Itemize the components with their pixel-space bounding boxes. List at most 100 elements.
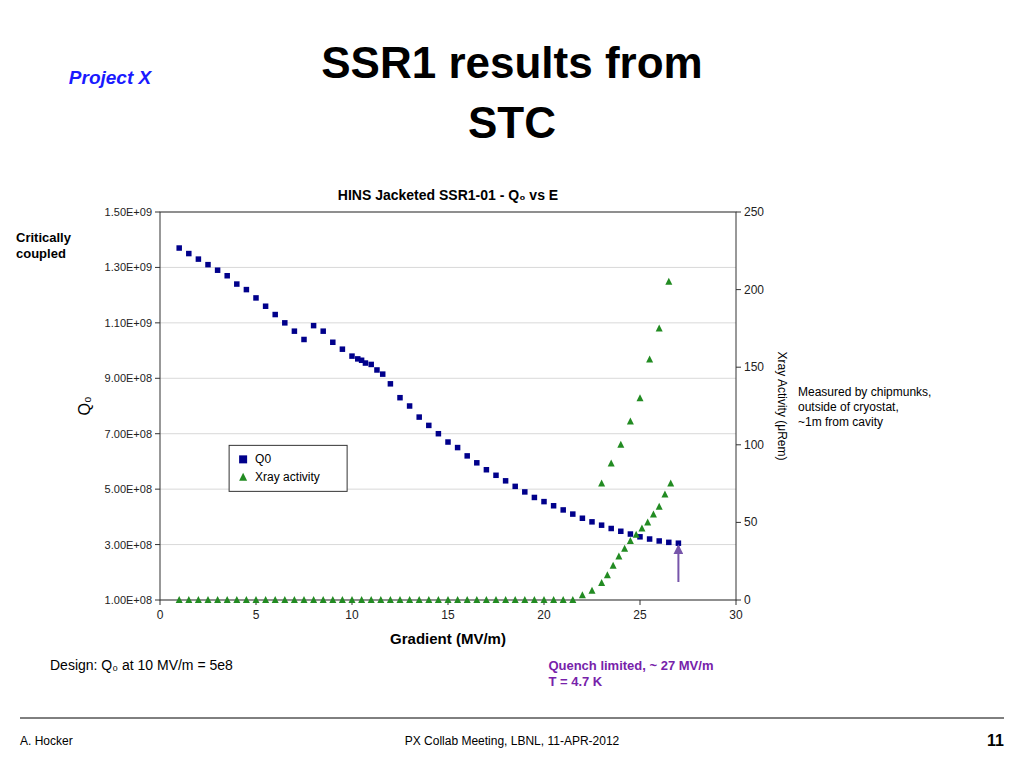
triangle-point [339, 596, 346, 603]
annotation-line: Measured by chipmunks, [798, 385, 931, 399]
quench-arrow [677, 546, 679, 582]
square-point [272, 312, 278, 318]
series-0 [176, 245, 681, 546]
triangle-point [454, 596, 461, 603]
square-point [368, 362, 374, 368]
square-point [186, 251, 192, 256]
square-point [292, 328, 298, 334]
x-axis-label: Gradient (MV/m) [390, 630, 506, 647]
triangle-point [615, 553, 622, 560]
y-tick [155, 322, 160, 323]
y-tick-label: 1.10E+09 [105, 317, 152, 329]
triangle-point [358, 596, 365, 603]
legend-swatch [239, 455, 247, 463]
square-point [215, 267, 221, 273]
triangle-point [621, 545, 628, 552]
triangle-point [502, 596, 509, 603]
triangle-point [473, 596, 480, 603]
y2-tick-label: 0 [744, 593, 751, 607]
triangle-point [349, 596, 356, 603]
square-point [253, 295, 259, 301]
square-point [311, 323, 317, 329]
x-tick-label: 0 [157, 608, 164, 622]
x-tick [640, 600, 641, 605]
triangle-point [598, 579, 605, 586]
y-tick-label: 9.00E+08 [105, 372, 152, 384]
triangle-point [667, 480, 674, 487]
triangle-point [272, 596, 279, 603]
y-tick [155, 433, 160, 434]
y2-axis-label: Xray Activity (μRem) [775, 352, 789, 461]
triangle-point [633, 531, 640, 538]
legend: Q0Xray activity [229, 445, 347, 491]
triangle-point [406, 596, 413, 603]
annotation: Quench limited, ~ 27 MV/mT = 4.7 K [548, 658, 713, 689]
grid-line [160, 322, 736, 323]
triangle-point [425, 596, 432, 603]
grid-line [160, 378, 736, 379]
triangle-point [377, 596, 384, 603]
triangle-point [627, 417, 634, 424]
plot-marks [176, 245, 681, 603]
square-point [205, 262, 211, 268]
annotation-line: T = 4.7 K [548, 674, 602, 689]
background [0, 0, 1024, 768]
triangle-point [310, 596, 317, 603]
square-point [436, 431, 442, 437]
triangle-point [531, 596, 538, 603]
y2-tick [736, 444, 741, 445]
triangle-point [650, 511, 657, 518]
square-point [560, 507, 566, 513]
triangle-point [185, 596, 192, 603]
square-point [363, 360, 369, 366]
square-point [647, 536, 653, 542]
y-tick [155, 544, 160, 545]
triangle-point [176, 596, 183, 603]
y-tick-label: 1.30E+09 [105, 261, 152, 273]
square-point [224, 273, 230, 279]
square-point [570, 511, 576, 516]
square-point [532, 495, 538, 501]
series-1 [176, 278, 675, 603]
square-point [234, 281, 240, 287]
triangle-point [329, 596, 336, 603]
triangle-point [610, 562, 617, 569]
annotation-line: Critically [16, 230, 72, 245]
square-point [263, 303, 269, 309]
triangle-point [368, 596, 375, 603]
y-tick-label: 5.00E+08 [105, 483, 152, 495]
triangle-point [243, 596, 250, 603]
legend-label: Q0 [255, 452, 271, 466]
square-point [416, 414, 422, 420]
y2-tick-label: 100 [744, 438, 764, 452]
triangle-point [569, 596, 576, 603]
square-point [455, 445, 461, 451]
square-point [340, 346, 346, 352]
x-tick-label: 15 [441, 608, 455, 622]
triangle-point [493, 596, 500, 603]
y-tick-label: 3.00E+08 [105, 539, 152, 551]
footer-text: A. Hocker [20, 734, 73, 748]
footer-text: PX Collab Meeting, LBNL, 11-APR-2012 [405, 734, 620, 748]
square-point [426, 423, 432, 429]
x-tick-label: 30 [729, 608, 743, 622]
square-point [407, 403, 413, 409]
square-point [464, 453, 470, 459]
y-tick [155, 378, 160, 379]
y2-tick [736, 600, 741, 601]
x-tick [736, 600, 737, 605]
triangle-point [262, 596, 269, 603]
square-point [282, 320, 288, 326]
triangle-point [205, 596, 212, 603]
y2-tick [736, 212, 741, 213]
slide-title: STC [468, 98, 556, 147]
triangle-point [435, 596, 442, 603]
triangle-point [608, 459, 615, 466]
square-point [374, 367, 380, 373]
annotation-line: outside of cryostat, [798, 400, 899, 414]
annotation-line: Quench limited, ~ 27 MV/m [548, 658, 713, 673]
triangle-point [617, 441, 624, 448]
annotation-line: ~1m from cavity [798, 415, 883, 429]
annotation: Measured by chipmunks,outside of cryosta… [798, 385, 931, 429]
square-point [551, 503, 557, 509]
